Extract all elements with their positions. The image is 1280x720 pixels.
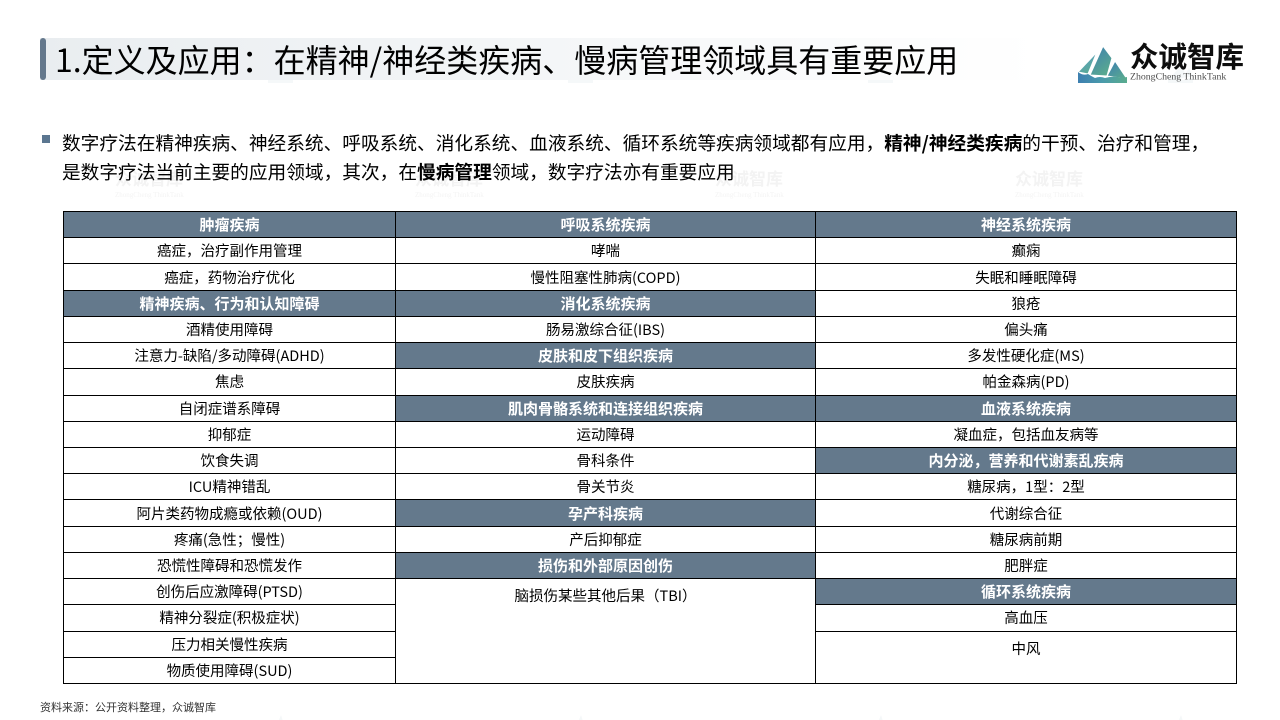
svg-text:众诚智库: 众诚智库 xyxy=(1130,38,1244,76)
svg-text:ZhongCheng ThinkTank: ZhongCheng ThinkTank xyxy=(1130,72,1226,83)
